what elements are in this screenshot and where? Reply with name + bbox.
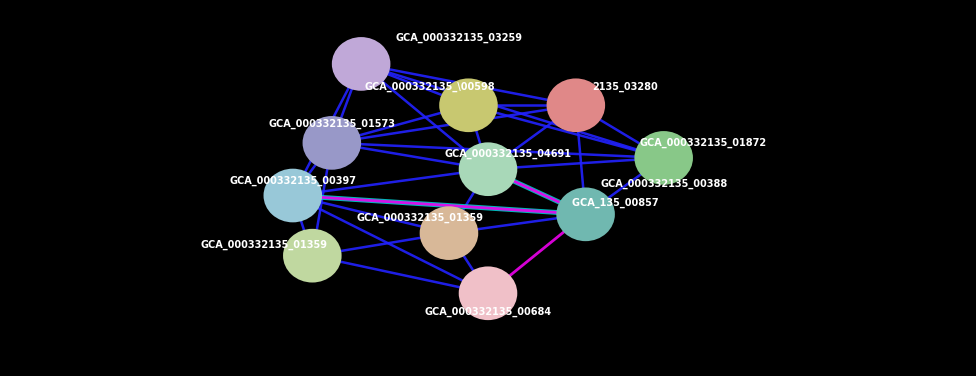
Text: GCA_000332135_01573: GCA_000332135_01573 xyxy=(268,119,395,129)
Text: GCA_000332135_01359: GCA_000332135_01359 xyxy=(356,213,483,223)
Text: GCA_000332135_00684: GCA_000332135_00684 xyxy=(425,307,551,317)
Text: GCA_⁠135_00857: GCA_⁠135_00857 xyxy=(572,198,658,208)
Ellipse shape xyxy=(332,37,390,91)
Ellipse shape xyxy=(264,169,322,222)
Ellipse shape xyxy=(634,131,693,185)
Text: GCA_000332135_04691: GCA_000332135_04691 xyxy=(444,149,571,159)
Ellipse shape xyxy=(439,79,498,132)
Text: 2135_03280: 2135_03280 xyxy=(591,81,658,92)
Text: GCA_000332135_00397: GCA_000332135_00397 xyxy=(229,175,356,186)
Ellipse shape xyxy=(283,229,342,282)
Ellipse shape xyxy=(420,206,478,260)
Text: GCA_000332135_01359: GCA_000332135_01359 xyxy=(200,239,327,250)
Ellipse shape xyxy=(459,143,517,196)
Text: GCA_000332135_03259: GCA_000332135_03259 xyxy=(395,32,522,43)
Text: GCA_000332135_\00598: GCA_000332135_\00598 xyxy=(364,81,495,92)
Ellipse shape xyxy=(556,188,615,241)
Ellipse shape xyxy=(547,79,605,132)
Text: GCA_000332135_00388: GCA_000332135_00388 xyxy=(600,179,727,190)
Text: GCA_000332135_01872: GCA_000332135_01872 xyxy=(639,138,766,148)
Ellipse shape xyxy=(459,267,517,320)
Ellipse shape xyxy=(303,116,361,170)
